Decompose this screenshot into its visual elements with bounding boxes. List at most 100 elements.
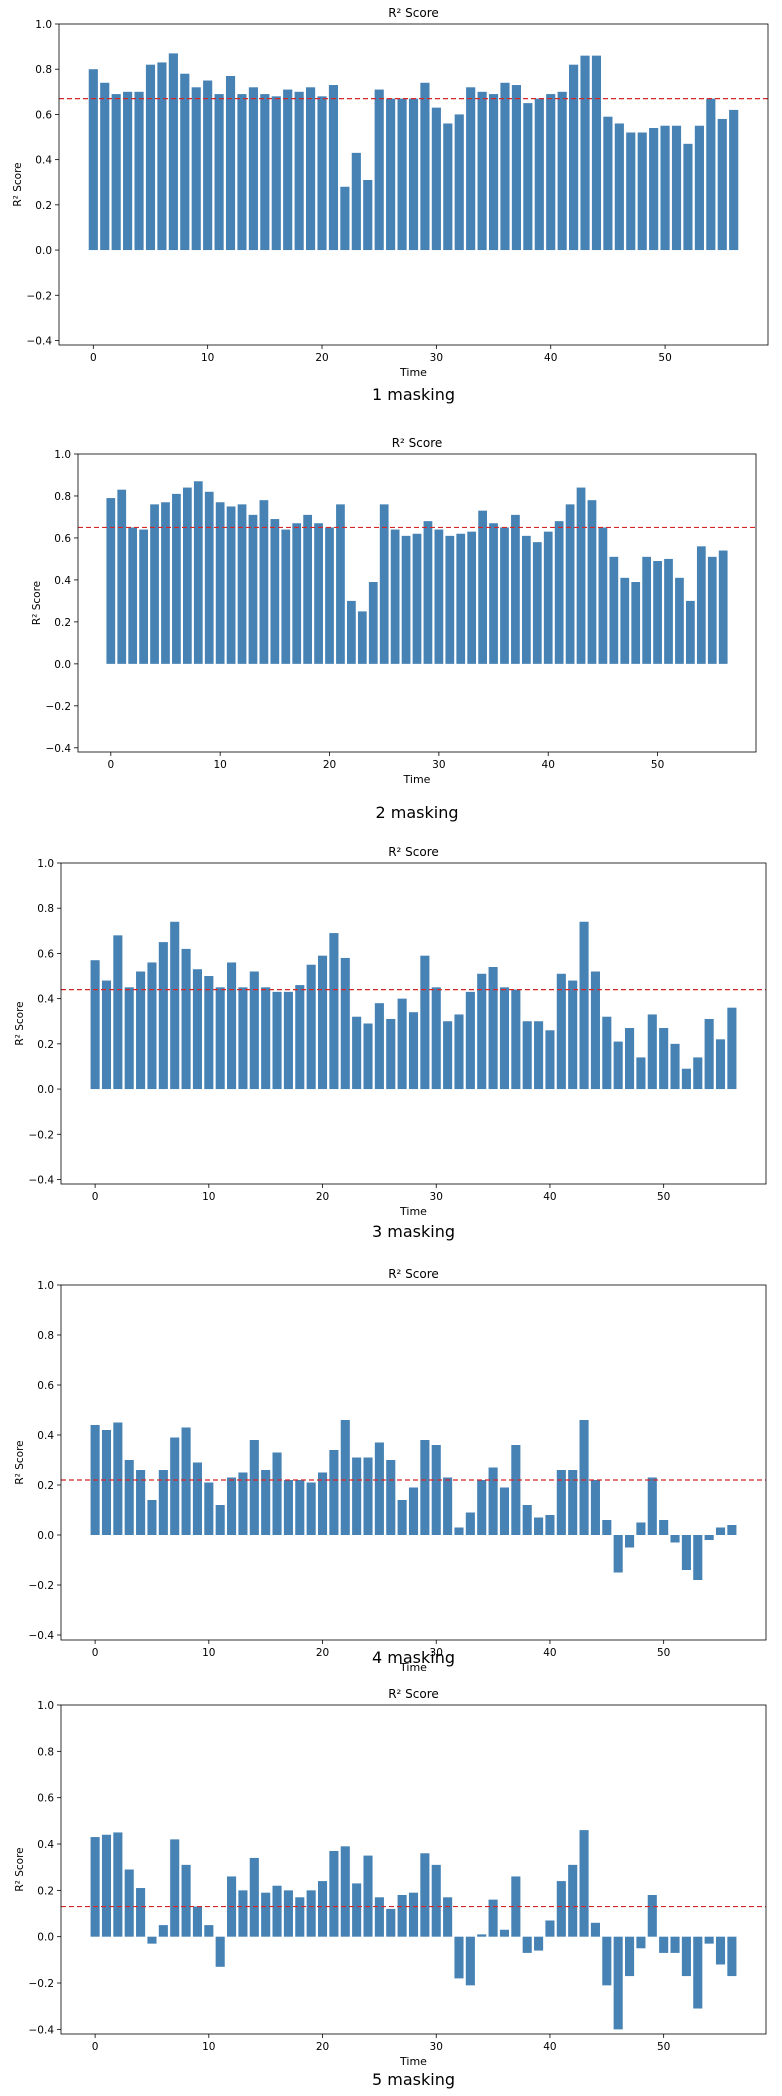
bar — [717, 118, 727, 251]
bar — [203, 80, 213, 251]
bar — [283, 89, 293, 251]
bar — [261, 1470, 271, 1535]
bar — [215, 987, 225, 1090]
y-tick-label: 0.4 — [37, 1839, 54, 1851]
bar — [631, 582, 641, 664]
y-axis-label: R² Score — [14, 1847, 26, 1891]
bar — [647, 1477, 657, 1535]
bar — [117, 489, 127, 664]
bar — [660, 125, 670, 251]
bar — [106, 498, 116, 664]
bar — [489, 523, 498, 664]
plot-frame — [60, 1704, 767, 2035]
bar — [704, 1936, 714, 1944]
bar — [603, 116, 613, 251]
bar — [180, 73, 190, 251]
bar — [625, 1936, 635, 1977]
bar — [454, 1014, 464, 1090]
bar — [226, 506, 236, 664]
y-tick-label: 0.6 — [37, 1793, 54, 1805]
bar — [500, 82, 510, 251]
chart-title: R² Score — [388, 6, 439, 20]
bar — [465, 1936, 475, 1986]
bar — [192, 969, 202, 1090]
bar — [715, 1527, 726, 1535]
bar — [420, 955, 430, 1090]
bar — [363, 1457, 373, 1535]
bar — [647, 1894, 657, 1937]
bar — [431, 107, 441, 251]
bar — [161, 502, 170, 664]
bar — [306, 87, 316, 251]
bar — [329, 933, 339, 1090]
bar — [477, 973, 487, 1090]
bar — [477, 91, 487, 251]
bar — [590, 1922, 600, 1937]
bar — [168, 53, 178, 251]
bar — [681, 1068, 691, 1090]
bar — [158, 1470, 168, 1535]
y-tick-label: −0.4 — [46, 743, 72, 755]
x-tick-label: 0 — [92, 1191, 99, 1203]
bar — [215, 1505, 225, 1535]
bar — [693, 1057, 703, 1090]
bar — [659, 1028, 669, 1090]
bar — [248, 514, 258, 664]
y-tick-label: −0.2 — [27, 290, 53, 302]
y-tick-label: 0.8 — [54, 491, 71, 503]
bar — [499, 1487, 510, 1535]
bar — [499, 987, 510, 1090]
x-tick-label: 30 — [430, 352, 443, 364]
bar — [113, 1832, 123, 1937]
x-tick-label: 20 — [315, 352, 328, 364]
x-tick-label: 30 — [430, 1647, 443, 1659]
bar — [134, 91, 144, 251]
bar — [522, 1505, 532, 1535]
bar — [374, 1442, 384, 1535]
x-axis-label: Time — [399, 1661, 427, 1674]
bar — [602, 1936, 612, 1986]
bar — [352, 1016, 362, 1090]
bar — [625, 1028, 635, 1090]
x-axis-label: Time — [399, 2055, 427, 2068]
x-tick-label: 0 — [92, 1647, 99, 1659]
x-tick-label: 20 — [316, 1191, 329, 1203]
bar — [467, 531, 477, 664]
bar — [704, 1018, 714, 1090]
bar — [543, 531, 553, 664]
bar — [191, 87, 201, 251]
bar — [465, 1512, 475, 1535]
y-tick-label: −0.2 — [29, 1129, 55, 1141]
bar — [626, 132, 636, 251]
x-tick-label: 20 — [316, 2041, 329, 2053]
bar — [249, 1440, 259, 1535]
bar — [649, 127, 659, 251]
x-tick-label: 40 — [543, 1647, 556, 1659]
bar — [675, 577, 684, 664]
bar — [363, 179, 373, 251]
bar — [511, 1876, 521, 1937]
bar — [170, 1437, 180, 1535]
bar — [272, 1452, 282, 1535]
bar — [237, 94, 247, 251]
x-tick-label: 40 — [543, 2041, 556, 2053]
bar — [295, 1480, 305, 1535]
y-tick-label: 0.6 — [37, 948, 54, 960]
x-tick-label: 30 — [430, 2041, 443, 2053]
bar — [204, 491, 214, 664]
plot-frame — [58, 23, 769, 346]
bar — [659, 1520, 669, 1535]
bar — [128, 527, 138, 664]
bar — [557, 91, 567, 251]
bar — [556, 1470, 566, 1535]
bar — [295, 985, 305, 1090]
bar — [193, 481, 203, 664]
bar — [523, 103, 533, 251]
y-tick-label: 0.6 — [35, 109, 52, 121]
bar — [715, 1936, 726, 1965]
bar — [157, 62, 167, 251]
bar — [347, 600, 356, 664]
x-tick-label: 10 — [202, 1191, 215, 1203]
bar — [431, 1445, 441, 1535]
y-tick-label: 0.4 — [54, 575, 71, 587]
